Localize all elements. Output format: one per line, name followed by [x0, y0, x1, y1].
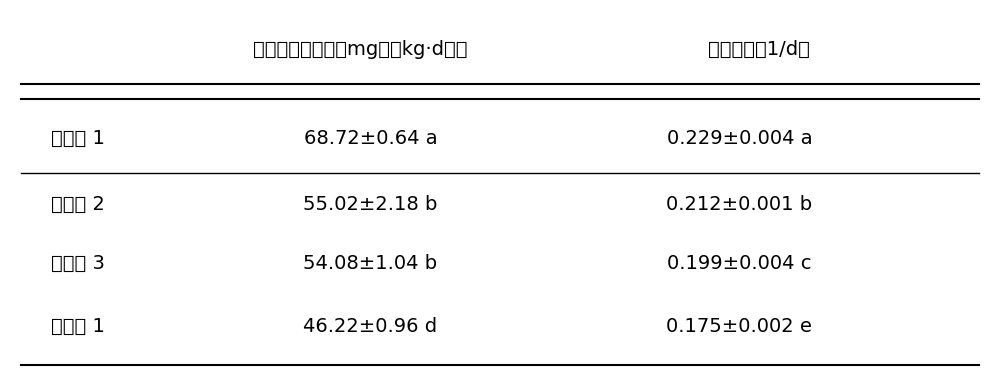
Text: 对比例 2: 对比例 2 [51, 195, 105, 214]
Text: 55.02±2.18 b: 55.02±2.18 b [303, 195, 438, 214]
Text: 0.199±0.004 c: 0.199±0.004 c [667, 254, 812, 273]
Text: 46.22±0.96 d: 46.22±0.96 d [303, 317, 437, 336]
Text: 0.229±0.004 a: 0.229±0.004 a [667, 128, 812, 148]
Text: 对比例 1: 对比例 1 [51, 128, 105, 148]
Text: 54.08±1.04 b: 54.08±1.04 b [303, 254, 437, 273]
Text: 土壤基础呼吸／（mg／（kg·d））: 土壤基础呼吸／（mg／（kg·d）） [253, 40, 468, 59]
Text: 对比例 3: 对比例 3 [51, 254, 105, 273]
Text: 68.72±0.64 a: 68.72±0.64 a [304, 128, 437, 148]
Text: 实施例 1: 实施例 1 [51, 317, 105, 336]
Text: 代谢商／（1/d）: 代谢商／（1/d） [708, 40, 810, 59]
Text: 0.175±0.002 e: 0.175±0.002 e [666, 317, 812, 336]
Text: 0.212±0.001 b: 0.212±0.001 b [666, 195, 812, 214]
